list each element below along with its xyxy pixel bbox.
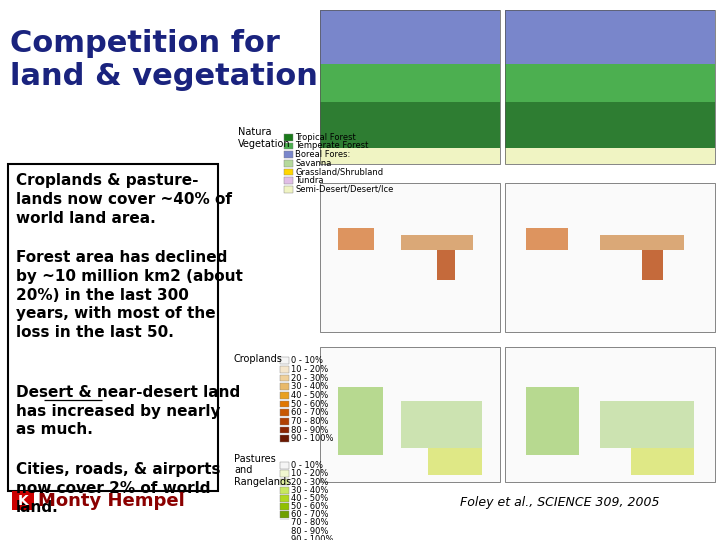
Bar xyxy=(284,186,293,193)
Bar xyxy=(280,495,289,502)
Bar xyxy=(280,462,289,469)
Bar xyxy=(505,347,715,482)
Bar xyxy=(280,427,289,434)
Bar xyxy=(280,511,289,518)
Text: 60 - 70%: 60 - 70% xyxy=(291,408,328,417)
Text: Boreal Fores:: Boreal Fores: xyxy=(295,150,350,159)
Bar xyxy=(320,347,500,482)
Text: 90 - 100%: 90 - 100% xyxy=(291,434,333,443)
Bar xyxy=(338,228,374,250)
Bar xyxy=(280,401,289,407)
Text: Grassland/Shrubland: Grassland/Shrubland xyxy=(295,167,383,177)
Bar xyxy=(280,383,289,390)
Text: Competition for
land & vegetation: Competition for land & vegetation xyxy=(10,29,318,91)
Text: 50 - 60%: 50 - 60% xyxy=(291,502,328,511)
Text: 40 - 50%: 40 - 50% xyxy=(291,391,328,400)
Bar xyxy=(280,375,289,381)
Bar xyxy=(280,435,289,442)
Bar xyxy=(428,448,482,475)
Text: 10 - 20%: 10 - 20% xyxy=(291,365,328,374)
Bar xyxy=(280,487,289,494)
Text: Croplands: Croplands xyxy=(234,354,283,364)
Text: K: K xyxy=(17,494,28,508)
Bar xyxy=(320,148,500,164)
Bar xyxy=(284,151,293,158)
Text: 70 - 80%: 70 - 80% xyxy=(291,518,328,528)
Text: Natura
Vegetation: Natura Vegetation xyxy=(238,127,291,148)
Bar xyxy=(437,250,455,280)
Bar xyxy=(401,235,473,250)
Bar xyxy=(505,183,715,332)
Text: 0 - 10%: 0 - 10% xyxy=(291,461,323,470)
Bar xyxy=(284,134,293,140)
FancyBboxPatch shape xyxy=(8,164,218,491)
Text: 50 - 60%: 50 - 60% xyxy=(291,400,328,409)
Bar xyxy=(600,401,694,448)
Bar xyxy=(280,519,289,526)
Text: Savanna: Savanna xyxy=(295,159,331,168)
Bar xyxy=(505,64,715,102)
Text: 20 - 30%: 20 - 30% xyxy=(291,477,328,487)
Text: Desert & near-desert land
has increased by nearly
as much.: Desert & near-desert land has increased … xyxy=(16,385,240,437)
Bar xyxy=(284,168,293,176)
Text: 40 - 50%: 40 - 50% xyxy=(291,494,328,503)
Text: 20 - 30%: 20 - 30% xyxy=(291,374,328,382)
Bar xyxy=(280,470,289,477)
Bar xyxy=(284,177,293,184)
Text: Monty Hempel: Monty Hempel xyxy=(38,492,185,510)
Bar xyxy=(338,387,383,455)
Bar xyxy=(505,10,715,164)
Text: Tundra: Tundra xyxy=(295,176,323,185)
Text: 60 - 70%: 60 - 70% xyxy=(291,510,328,519)
Bar xyxy=(280,409,289,416)
Bar xyxy=(280,366,289,373)
Bar xyxy=(631,448,694,475)
Text: Forest area has declined
by ~10 million km2 (about
20%) in the last 300
years, w: Forest area has declined by ~10 million … xyxy=(16,251,243,340)
Bar xyxy=(505,102,715,148)
Bar xyxy=(320,183,500,332)
Text: 70 - 80%: 70 - 80% xyxy=(291,417,328,426)
Text: Cities, roads, & airports
now cover 2% of world
land.: Cities, roads, & airports now cover 2% o… xyxy=(16,462,220,515)
Bar xyxy=(280,536,289,540)
Text: 10 - 20%: 10 - 20% xyxy=(291,469,328,478)
Text: 0 - 10%: 0 - 10% xyxy=(291,356,323,365)
Bar xyxy=(642,250,662,280)
Bar xyxy=(320,10,500,164)
Bar xyxy=(320,102,500,148)
Bar xyxy=(526,387,578,455)
Bar xyxy=(284,143,293,149)
Bar xyxy=(320,183,500,332)
Text: Semi-Desert/Desert/Ice: Semi-Desert/Desert/Ice xyxy=(295,185,393,194)
Bar xyxy=(320,10,500,64)
Bar xyxy=(505,148,715,164)
Bar xyxy=(280,418,289,425)
Text: Foley et al., SCIENCE 309, 2005: Foley et al., SCIENCE 309, 2005 xyxy=(460,496,660,509)
Bar xyxy=(505,183,715,332)
Bar xyxy=(600,235,683,250)
Bar xyxy=(280,392,289,399)
Text: 80 - 90%: 80 - 90% xyxy=(291,526,328,536)
Bar xyxy=(401,401,482,448)
Bar xyxy=(505,10,715,64)
Bar xyxy=(284,160,293,167)
Text: 30 - 40%: 30 - 40% xyxy=(291,486,328,495)
Bar xyxy=(505,347,715,482)
Bar xyxy=(320,64,500,102)
Text: Croplands & pasture-
lands now cover ~40% of
world land area.: Croplands & pasture- lands now cover ~40… xyxy=(16,173,232,226)
Bar xyxy=(320,347,500,482)
Text: Tropical Forest: Tropical Forest xyxy=(295,133,356,141)
Text: Temperate Forest: Temperate Forest xyxy=(295,141,369,151)
Bar xyxy=(280,503,289,510)
Text: 30 - 40%: 30 - 40% xyxy=(291,382,328,391)
Bar xyxy=(280,478,289,485)
Bar xyxy=(12,491,34,510)
Text: Pastures
and
Rangelands: Pastures and Rangelands xyxy=(234,454,292,487)
Bar xyxy=(280,528,289,535)
Text: 80 - 90%: 80 - 90% xyxy=(291,426,328,435)
Bar xyxy=(526,228,568,250)
Text: 90 - 100%: 90 - 100% xyxy=(291,535,333,540)
Bar xyxy=(280,357,289,364)
